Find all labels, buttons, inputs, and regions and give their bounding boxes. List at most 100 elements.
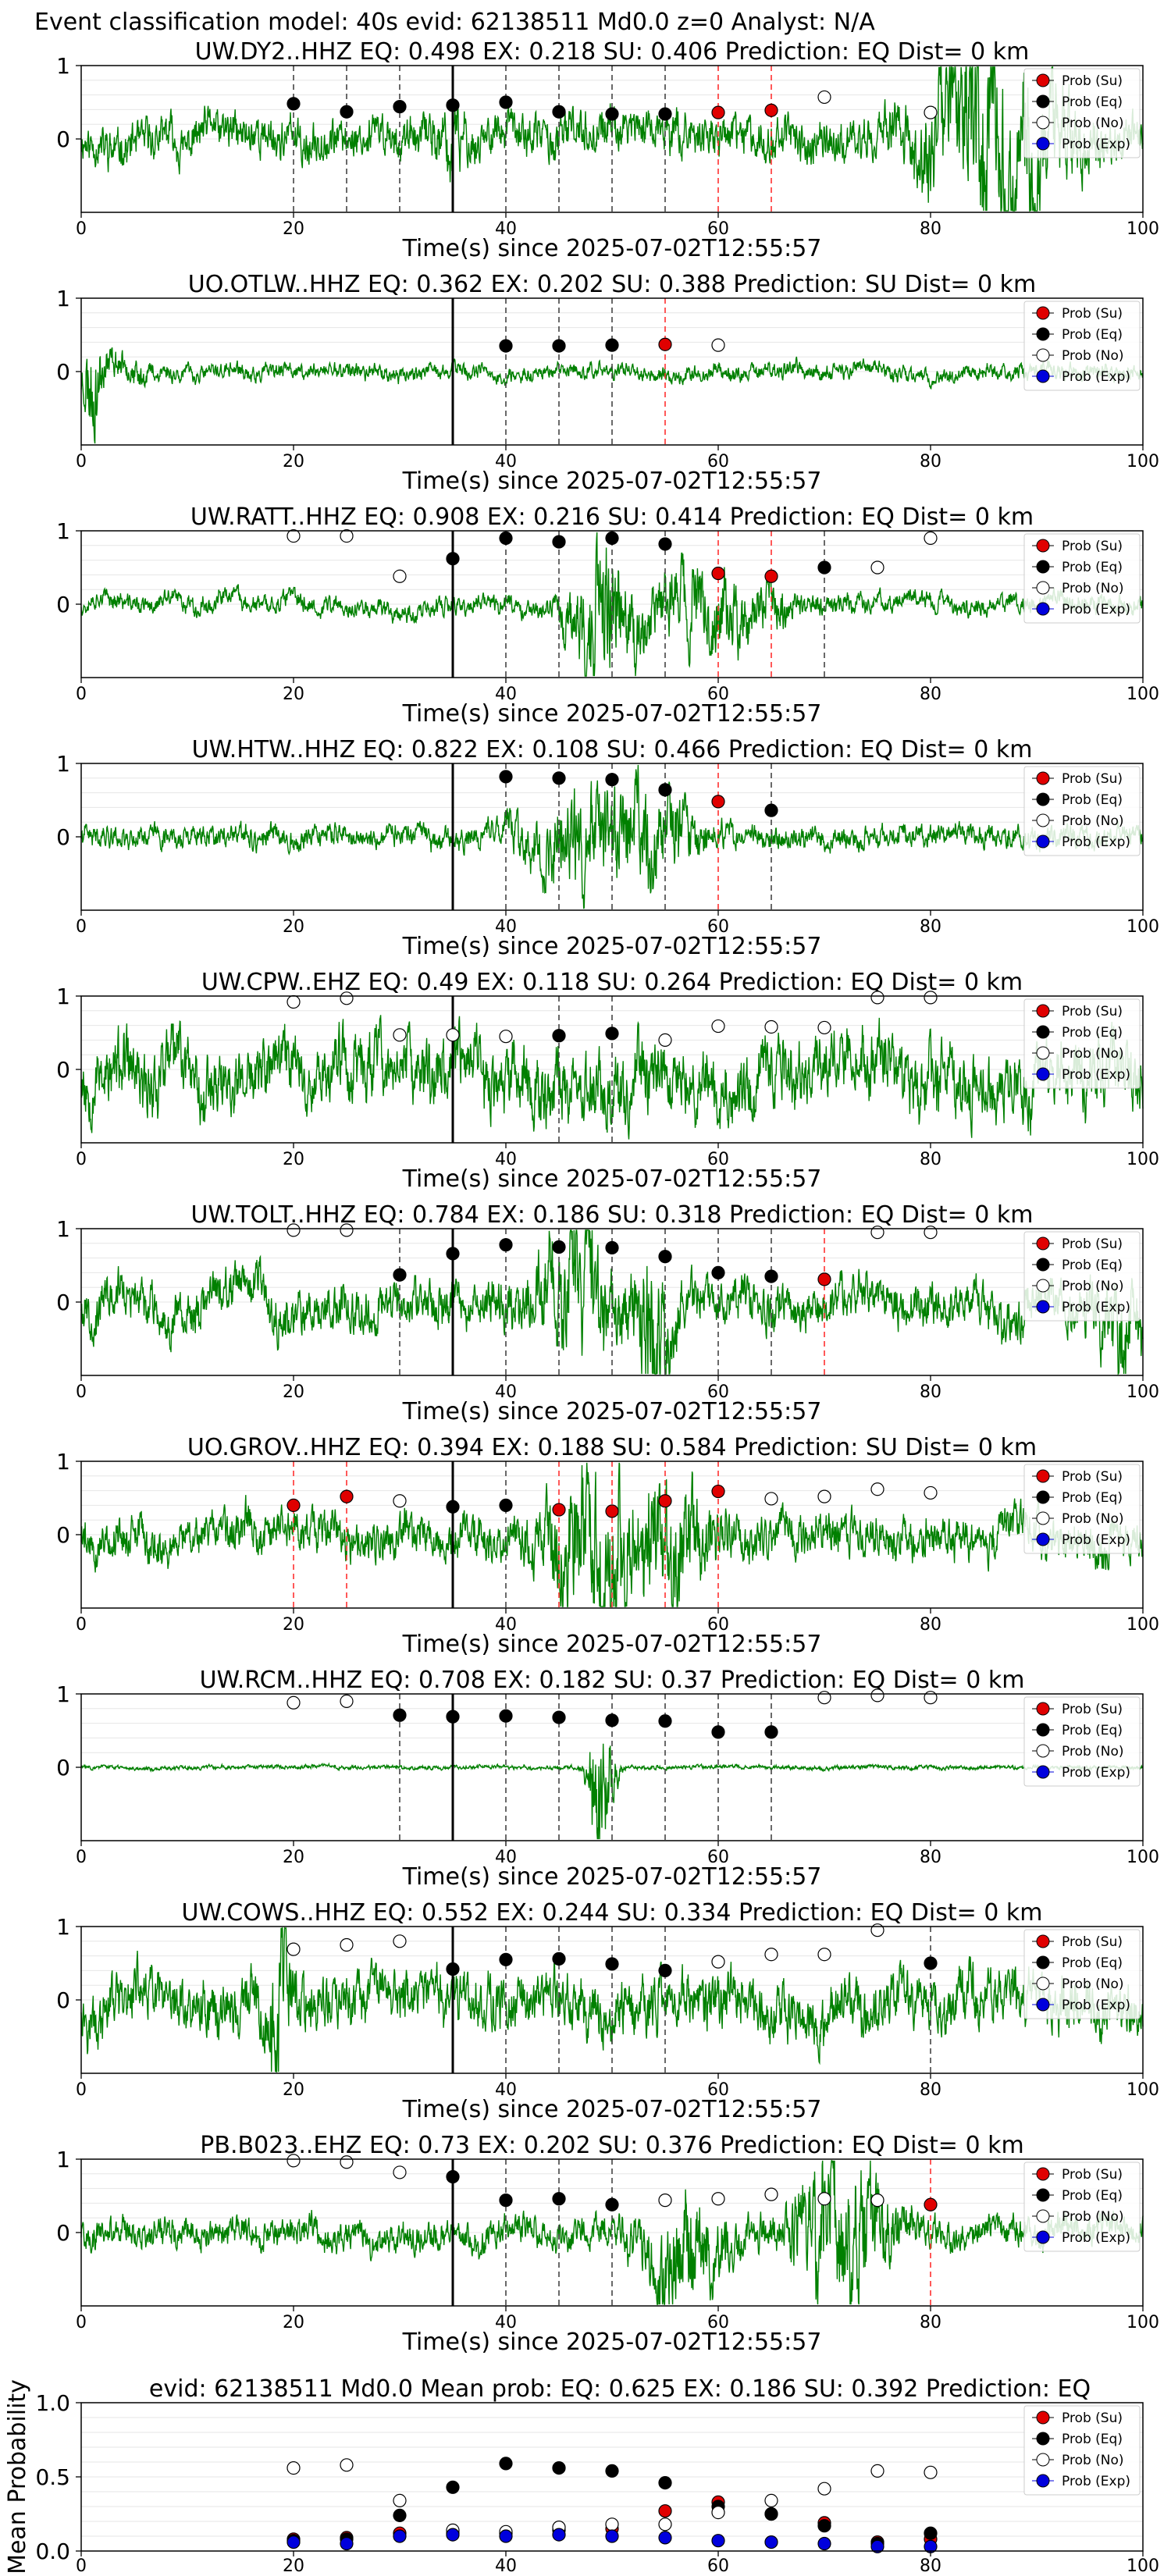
x-axis-label: Time(s) since 2025-07-02T12:55:57 bbox=[402, 1631, 822, 1658]
legend-marker-su bbox=[1036, 539, 1050, 553]
prob-point-eq bbox=[658, 1963, 672, 1977]
y-tick-label: 0.0 bbox=[35, 2539, 70, 2564]
x-tick-label: 20 bbox=[283, 2313, 304, 2332]
x-tick-label: 20 bbox=[283, 1150, 304, 1169]
legend-label-no: Prob (No) bbox=[1062, 813, 1124, 829]
station-panel-6: UW.TOLT..HHZ EQ: 0.784 EX: 0.186 SU: 0.3… bbox=[56, 1201, 1159, 1425]
x-tick-label: 80 bbox=[920, 452, 941, 471]
prob-point-su bbox=[764, 569, 778, 583]
legend-marker-eq bbox=[1036, 560, 1050, 574]
legend: Prob (Su) Prob (Eq) Prob (No) Prob (Exp) bbox=[1023, 766, 1141, 856]
prob-point-eq bbox=[552, 1029, 566, 1043]
legend-label-no: Prob (No) bbox=[1062, 348, 1124, 364]
legend-label-eq: Prob (Eq) bbox=[1062, 792, 1123, 808]
x-axis-label: Time(s) since 2025-07-02T12:55:57 bbox=[402, 933, 822, 960]
x-axis-label: Time(s) since 2025-07-02T12:55:57 bbox=[402, 1165, 822, 1193]
prob-point-eq bbox=[446, 98, 460, 112]
legend-label-su: Prob (Su) bbox=[1062, 2411, 1123, 2426]
panel-title: UO.GROV..HHZ EQ: 0.394 EX: 0.188 SU: 0.5… bbox=[187, 1434, 1037, 1461]
prob-point-eq bbox=[924, 1956, 938, 1970]
prob-point-eq bbox=[393, 1708, 407, 1722]
legend-frame bbox=[1023, 998, 1141, 1089]
mean-point-eq bbox=[605, 2464, 619, 2478]
prob-point-no bbox=[658, 2194, 672, 2208]
x-tick-label: 100 bbox=[1127, 1848, 1159, 1867]
mean-point-exp bbox=[287, 2535, 301, 2549]
mean-point-exp bbox=[340, 2536, 354, 2551]
prob-point-su bbox=[658, 1494, 672, 1508]
legend-marker-su bbox=[1036, 1934, 1050, 1948]
legend-marker-eq bbox=[1036, 94, 1050, 109]
mean-point-eq bbox=[658, 2476, 672, 2490]
legend-label-no: Prob (No) bbox=[1062, 116, 1124, 131]
x-tick-label: 0 bbox=[76, 1150, 87, 1169]
prob-point-no bbox=[340, 1937, 354, 1952]
mean-point-no bbox=[924, 2465, 938, 2479]
prob-point-no bbox=[340, 528, 354, 543]
x-tick-label: 0 bbox=[76, 917, 87, 937]
prob-point-no bbox=[393, 1028, 407, 1042]
legend-marker-no bbox=[1036, 813, 1050, 827]
legend-marker-no bbox=[1036, 2453, 1050, 2467]
mean-point-no bbox=[711, 2506, 725, 2520]
prob-point-no bbox=[764, 2187, 778, 2201]
prob-point-no bbox=[287, 994, 301, 1009]
prob-point-no bbox=[924, 1485, 938, 1500]
prob-point-no bbox=[924, 1226, 938, 1240]
legend: Prob (Su) Prob (Eq) Prob (No) Prob (Exp) bbox=[1023, 998, 1141, 1089]
prob-point-eq bbox=[658, 537, 672, 551]
legend: Prob (Su) Prob (Eq) Prob (No) Prob (Exp) bbox=[1023, 68, 1141, 158]
legend-label-exp: Prob (Exp) bbox=[1062, 2474, 1130, 2489]
station-panel-3: UW.RATT..HHZ EQ: 0.908 EX: 0.216 SU: 0.4… bbox=[56, 503, 1159, 728]
y-tick-label: 0 bbox=[56, 592, 70, 617]
prob-point-eq bbox=[287, 97, 301, 111]
legend-marker-su bbox=[1036, 1236, 1050, 1251]
legend-marker-exp bbox=[1036, 1067, 1050, 1081]
mean-point-eq bbox=[764, 2507, 778, 2521]
legend-marker-exp bbox=[1036, 2474, 1050, 2488]
legend-label-eq: Prob (Eq) bbox=[1062, 1490, 1123, 1506]
prob-point-no bbox=[287, 1695, 301, 1710]
mean-point-eq bbox=[499, 2457, 513, 2471]
prob-point-no bbox=[764, 1019, 778, 1034]
prob-point-no bbox=[287, 528, 301, 543]
x-tick-label: 80 bbox=[920, 685, 941, 704]
legend-marker-no bbox=[1036, 1976, 1050, 1991]
legend: Prob (Su) Prob (Eq) Prob (No) Prob (Exp) bbox=[1023, 2161, 1141, 2252]
prob-point-su bbox=[287, 1498, 301, 1513]
prob-point-no bbox=[340, 2155, 354, 2169]
x-tick-label: 40 bbox=[495, 685, 517, 704]
prob-point-su bbox=[340, 1489, 354, 1503]
x-tick-label: 40 bbox=[495, 1848, 517, 1867]
legend-frame bbox=[1023, 1696, 1141, 1787]
legend-label-eq: Prob (Eq) bbox=[1062, 327, 1123, 343]
x-tick-label: 20 bbox=[283, 685, 304, 704]
legend-label-su: Prob (Su) bbox=[1062, 1934, 1123, 1950]
x-tick-label: 0 bbox=[76, 1848, 87, 1867]
x-axis-label: Time(s) since 2025-07-02T12:55:57 bbox=[402, 1863, 822, 1891]
mean-point-exp bbox=[499, 2529, 513, 2543]
prob-point-eq bbox=[605, 1026, 619, 1041]
legend-label-su: Prob (Su) bbox=[1062, 1236, 1123, 1252]
legend-marker-exp bbox=[1036, 834, 1050, 849]
x-tick-label: 20 bbox=[283, 917, 304, 937]
y-tick-label: 0 bbox=[56, 1522, 70, 1548]
x-tick-label: 80 bbox=[920, 1615, 941, 1635]
prob-point-no bbox=[817, 2192, 831, 2206]
y-tick-label: 1 bbox=[56, 518, 70, 544]
panel-title: evid: 62138511 Md0.0 Mean prob: EQ: 0.62… bbox=[149, 2375, 1091, 2403]
x-axis-label: Time(s) since 2025-07-02T12:55:57 bbox=[402, 1398, 822, 1425]
y-tick-label: 1 bbox=[56, 1681, 70, 1707]
y-tick-label: 0 bbox=[56, 126, 70, 152]
y-tick-label: 0 bbox=[56, 1057, 70, 1083]
prob-point-no bbox=[340, 991, 354, 1005]
mean-point-no bbox=[393, 2493, 407, 2507]
legend-label-su: Prob (Su) bbox=[1062, 2167, 1123, 2183]
prob-point-eq bbox=[499, 1709, 513, 1723]
mean-point-exp bbox=[711, 2534, 725, 2548]
x-tick-label: 40 bbox=[495, 917, 517, 937]
legend-marker-exp bbox=[1036, 1998, 1050, 2012]
legend-label-exp: Prob (Exp) bbox=[1062, 1765, 1130, 1781]
x-tick-label: 40 bbox=[495, 1382, 517, 1402]
panel-title: UW.COWS..HHZ EQ: 0.552 EX: 0.244 SU: 0.3… bbox=[181, 1899, 1042, 1927]
